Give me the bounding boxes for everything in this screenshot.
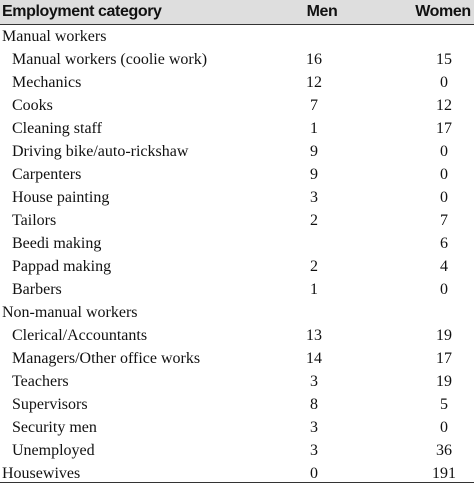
row-men-value: 2 bbox=[310, 212, 318, 229]
row-women-value: 36 bbox=[436, 442, 452, 459]
table-row: Pappad making 2 4 bbox=[0, 255, 474, 278]
row-men-value: 7 bbox=[310, 97, 318, 114]
table-row: Manual workers (coolie work) 16 15 bbox=[0, 48, 474, 71]
row-label: Beedi making bbox=[12, 235, 102, 252]
row-label: Teachers bbox=[12, 373, 69, 390]
table-group-row: Non-manual workers bbox=[0, 301, 474, 324]
row-women-value: 0 bbox=[440, 189, 448, 206]
row-men-value: 3 bbox=[310, 189, 318, 206]
table-row: House painting 3 0 bbox=[0, 186, 474, 209]
table-row: Carpenters 9 0 bbox=[0, 163, 474, 186]
row-men-value: 9 bbox=[310, 143, 318, 160]
row-men-value: 3 bbox=[310, 442, 318, 459]
table-row: Security men 3 0 bbox=[0, 416, 474, 439]
header-men: Men bbox=[306, 3, 338, 20]
row-women-value: 0 bbox=[440, 143, 448, 160]
row-women-value: 19 bbox=[436, 373, 452, 390]
row-label: Pappad making bbox=[12, 258, 112, 275]
row-men-value: 16 bbox=[306, 51, 322, 68]
row-label: Cleaning staff bbox=[12, 120, 102, 137]
row-women-value: 0 bbox=[440, 74, 448, 91]
row-men-value: 1 bbox=[310, 120, 318, 137]
table-row: Tailors 2 7 bbox=[0, 209, 474, 232]
row-men-value: 3 bbox=[310, 373, 318, 390]
row-label: Mechanics bbox=[12, 74, 82, 91]
row-label: Tailors bbox=[12, 212, 57, 229]
row-label: Unemployed bbox=[12, 442, 95, 459]
row-label: Driving bike/auto-rickshaw bbox=[12, 143, 189, 160]
row-label: Clerical/Accountants bbox=[12, 327, 148, 344]
row-women-value: 5 bbox=[440, 396, 448, 413]
row-women-value: 17 bbox=[436, 350, 452, 367]
row-label: Non-manual workers bbox=[2, 304, 138, 321]
table-row: Driving bike/auto-rickshaw 9 0 bbox=[0, 140, 474, 163]
row-men-value: 12 bbox=[306, 74, 322, 91]
row-men-value: 8 bbox=[310, 396, 318, 413]
row-label: Cooks bbox=[12, 97, 53, 114]
row-men-value: 3 bbox=[310, 419, 318, 436]
header-women: Women bbox=[415, 3, 471, 20]
table-row: Beedi making 6 bbox=[0, 232, 474, 255]
table-row: Clerical/Accountants 13 19 bbox=[0, 324, 474, 347]
row-men-value: 13 bbox=[306, 327, 322, 344]
row-men-value: 0 bbox=[310, 465, 318, 482]
row-women-value: 19 bbox=[436, 327, 452, 344]
row-women-value: 0 bbox=[440, 166, 448, 183]
row-label: Managers/Other office works bbox=[12, 350, 201, 367]
table-header: Employment category Men Women bbox=[0, 0, 474, 25]
table-row: Supervisors 8 5 bbox=[0, 393, 474, 416]
table-row: Mechanics 12 0 bbox=[0, 71, 474, 94]
row-men-value: 2 bbox=[310, 258, 318, 275]
row-label: Manual workers (coolie work) bbox=[12, 51, 208, 68]
table-group-row: Manual workers bbox=[0, 25, 474, 48]
row-label: Supervisors bbox=[12, 396, 88, 413]
row-label: Manual workers bbox=[2, 28, 107, 45]
row-women-value: 191 bbox=[432, 465, 456, 482]
header-employment-category: Employment category bbox=[2, 3, 162, 20]
row-women-value: 6 bbox=[440, 235, 448, 252]
table-row: Teachers 3 19 bbox=[0, 370, 474, 393]
row-label: Barbers bbox=[12, 281, 62, 298]
row-men-value: 14 bbox=[306, 350, 322, 367]
row-label: Housewives bbox=[2, 465, 81, 482]
row-men-value: 1 bbox=[310, 281, 318, 298]
row-women-value: 4 bbox=[440, 258, 448, 275]
table-group-row: Housewives 0 191 bbox=[0, 462, 474, 485]
row-women-value: 15 bbox=[436, 51, 452, 68]
row-women-value: 17 bbox=[436, 120, 452, 137]
table-row: Cleaning staff 1 17 bbox=[0, 117, 474, 140]
row-women-value: 0 bbox=[440, 281, 448, 298]
row-men-value: 9 bbox=[310, 166, 318, 183]
table-row: Managers/Other office works 14 17 bbox=[0, 347, 474, 370]
table-row: Barbers 1 0 bbox=[0, 278, 474, 301]
row-women-value: 0 bbox=[440, 419, 448, 436]
table-body: Manual workers Manual workers (coolie wor… bbox=[0, 25, 474, 485]
row-women-value: 12 bbox=[436, 97, 452, 114]
row-label: Carpenters bbox=[12, 166, 82, 183]
row-label: Security men bbox=[12, 419, 97, 436]
row-women-value: 7 bbox=[440, 212, 448, 229]
row-label: House painting bbox=[12, 189, 110, 206]
table-row: Cooks 7 12 bbox=[0, 94, 474, 117]
table-row: Unemployed 3 36 bbox=[0, 439, 474, 462]
